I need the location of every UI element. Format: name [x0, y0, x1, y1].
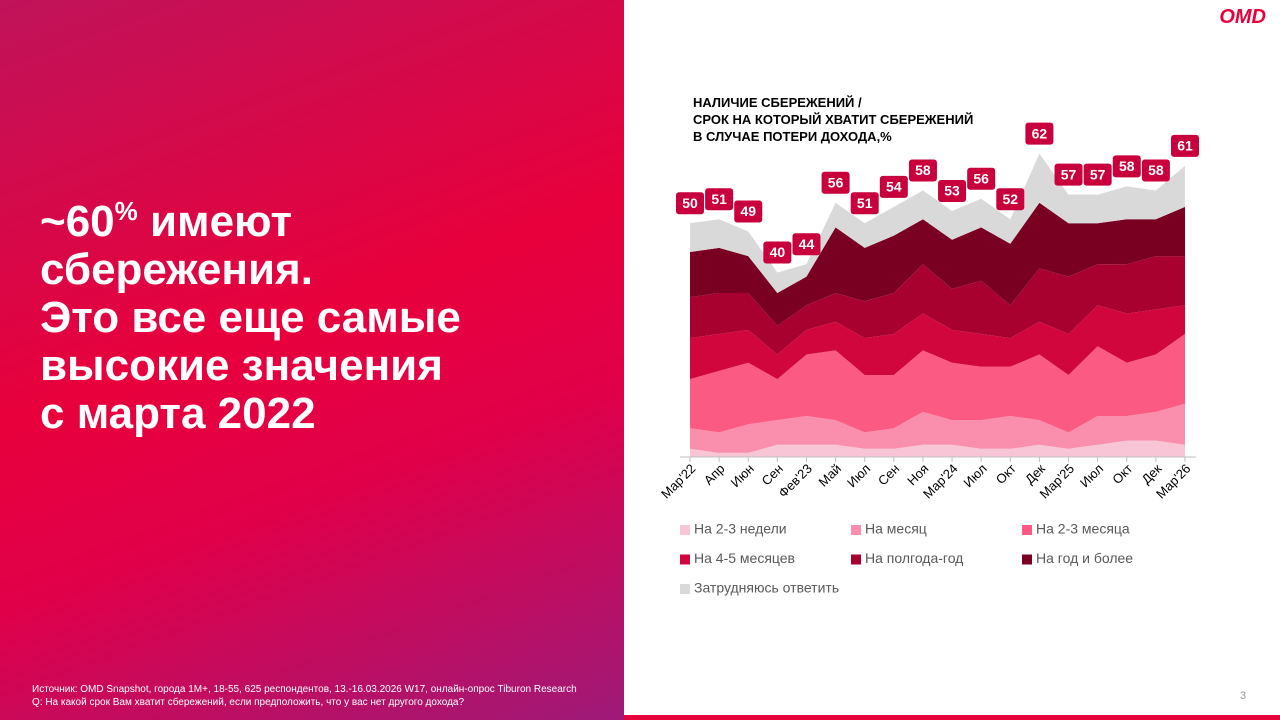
headline: ~60% имеют сбережения. Это все еще самые вы… [40, 198, 461, 438]
x-tick-label: Окт [1109, 461, 1135, 487]
data-label-box [676, 192, 704, 215]
data-label: 51 [711, 191, 727, 207]
headline-text: имеют [137, 197, 293, 246]
legend-label: На месяц [865, 521, 927, 537]
data-label: 44 [799, 236, 815, 252]
data-label-box [734, 200, 763, 223]
data-label: 58 [915, 162, 931, 178]
x-tick-label: Сен [875, 461, 902, 488]
logo: OMD [1219, 6, 1266, 28]
data-label-box [1054, 163, 1083, 186]
data-label: 52 [1003, 191, 1019, 207]
data-label: 50 [682, 195, 698, 211]
area [690, 202, 1185, 326]
data-label-box [1171, 134, 1199, 157]
chart-title: СРОК НА КОТОРЫЙ ХВАТИТ СБЕРЕЖЕНИЙ [693, 112, 973, 127]
legend-swatch [1022, 525, 1032, 535]
area [690, 403, 1185, 453]
legend-swatch [851, 554, 861, 565]
chart-title: В СЛУЧАЕ ПОТЕРИ ДОХОДА,% [693, 129, 892, 144]
headline-text: ~60 [40, 197, 115, 246]
headline-line: с марта 2022 [40, 389, 316, 438]
headline-line: высокие значения [40, 341, 443, 390]
data-label-box [792, 233, 821, 256]
legend-swatch [851, 525, 861, 535]
legend-swatch [1022, 554, 1032, 565]
x-tick-label: Июн [728, 461, 757, 490]
data-label-box [1141, 159, 1170, 182]
data-label: 58 [1119, 158, 1135, 174]
data-label: 61 [1177, 138, 1193, 154]
data-label-box [763, 241, 792, 264]
data-label: 40 [770, 244, 786, 260]
legend-label: На год и более [1036, 550, 1133, 566]
data-label: 56 [973, 170, 989, 186]
headline-sup: % [114, 196, 138, 226]
x-tick-label: Окт [993, 461, 1019, 487]
data-label-box [1083, 163, 1112, 186]
chart-title: НАЛИЧИЕ СБЕРЕЖЕНИЙ / [693, 95, 862, 110]
legend-label: На 2-3 недели [694, 521, 787, 537]
legend-label: На 2-3 месяца [1036, 521, 1130, 537]
data-label: 62 [1032, 125, 1048, 141]
data-label-box [996, 188, 1025, 211]
x-tick-label: Мар'22 [658, 461, 699, 502]
data-label: 49 [740, 203, 756, 219]
area [690, 256, 1185, 355]
x-tick-label: Июл [960, 461, 989, 490]
bottom-line [624, 715, 1280, 720]
data-label-box [879, 175, 908, 198]
x-tick-label: Июл [844, 461, 873, 490]
data-label-box [1025, 122, 1054, 145]
x-tick-label: Июл [1077, 461, 1106, 490]
data-label-box [908, 159, 937, 182]
x-tick-label: Фев'23 [775, 461, 815, 501]
headline-line: сбережения. [40, 245, 313, 294]
source: Q: На какой срок Вам хватит сбережений, … [32, 697, 465, 708]
data-label-box [938, 180, 967, 202]
area [690, 334, 1185, 433]
x-tick-label: Апр [701, 461, 728, 488]
data-label-box [705, 188, 734, 211]
page-number: 3 [1240, 690, 1247, 702]
data-label-box [1112, 155, 1141, 178]
source: Источник: OMD Snapshot, города 1М+, 18-5… [32, 684, 577, 695]
legend-label: На 4-5 месяцев [694, 550, 795, 566]
headline-line: Это все еще самые [40, 293, 461, 342]
data-label-box [821, 171, 850, 194]
data-label: 57 [1061, 166, 1077, 182]
data-label: 56 [828, 175, 844, 191]
chart: НАЛИЧИЕ СБЕРЕЖЕНИЙ / СРОК НА КОТОРЫЙ ХВА… [658, 95, 1199, 596]
legend-swatch [680, 525, 690, 535]
data-label: 51 [857, 195, 873, 211]
data-label-box [850, 192, 879, 215]
data-label: 57 [1090, 166, 1106, 182]
data-label: 58 [1148, 162, 1164, 178]
left-panel [0, 0, 624, 720]
x-tick-label: Май [816, 461, 845, 490]
area [690, 305, 1185, 380]
data-label: 54 [886, 179, 902, 195]
data-label-box [967, 167, 996, 190]
data-label: 53 [944, 183, 960, 199]
legend-label: Затрудняюсь ответить [694, 580, 839, 596]
legend-label: На полгода-год [865, 550, 963, 566]
area [690, 153, 1185, 293]
legend-swatch [680, 554, 690, 565]
legend-swatch [680, 584, 690, 594]
